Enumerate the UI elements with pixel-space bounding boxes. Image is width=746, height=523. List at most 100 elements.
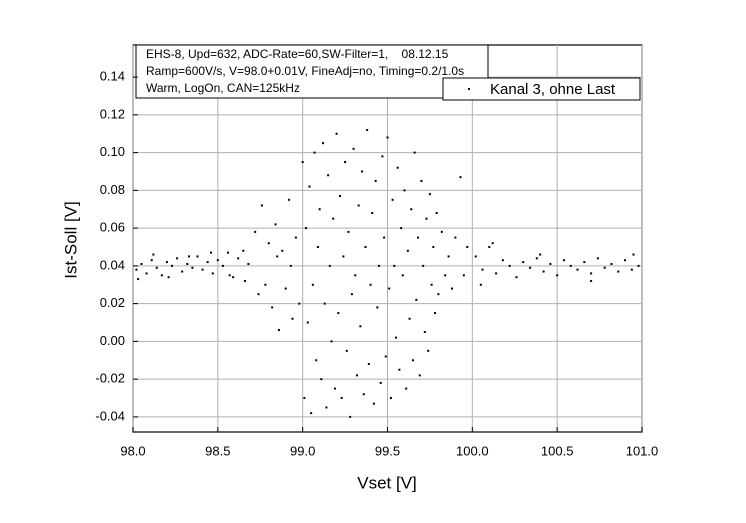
point bbox=[423, 330, 426, 333]
point bbox=[294, 236, 297, 239]
point bbox=[374, 179, 377, 182]
point bbox=[242, 249, 245, 252]
point bbox=[430, 283, 433, 286]
legend-box bbox=[442, 77, 641, 101]
point bbox=[145, 272, 148, 275]
point bbox=[315, 359, 318, 362]
point bbox=[289, 264, 292, 267]
point bbox=[201, 268, 204, 271]
point bbox=[306, 321, 309, 324]
point bbox=[379, 381, 382, 384]
point bbox=[267, 242, 270, 245]
point bbox=[340, 397, 343, 400]
point bbox=[450, 287, 453, 290]
point bbox=[394, 336, 397, 339]
point bbox=[371, 212, 374, 215]
point bbox=[376, 306, 379, 309]
point bbox=[186, 262, 189, 265]
x-tick-label: 99.0 bbox=[290, 443, 315, 458]
x-tick-label: 99.5 bbox=[375, 443, 400, 458]
point bbox=[327, 174, 330, 177]
point bbox=[254, 230, 257, 233]
y-axis-title: Ist-Soll [V] bbox=[61, 201, 80, 278]
point bbox=[318, 208, 321, 211]
point bbox=[160, 274, 163, 277]
x-tick-label: 100.0 bbox=[456, 443, 489, 458]
point bbox=[401, 274, 404, 277]
point bbox=[630, 268, 633, 271]
point bbox=[322, 142, 325, 145]
grid bbox=[132, 45, 643, 432]
point bbox=[298, 302, 301, 305]
point bbox=[206, 261, 209, 264]
point bbox=[277, 329, 280, 332]
point bbox=[479, 283, 482, 286]
point bbox=[454, 236, 457, 239]
point bbox=[211, 272, 214, 275]
point bbox=[284, 287, 287, 290]
point bbox=[515, 276, 518, 279]
point bbox=[227, 251, 230, 254]
point bbox=[393, 264, 396, 267]
point bbox=[303, 397, 306, 400]
point bbox=[435, 212, 438, 215]
point bbox=[381, 155, 384, 158]
point bbox=[323, 302, 326, 305]
point bbox=[333, 387, 336, 390]
point bbox=[542, 270, 545, 273]
point bbox=[562, 259, 565, 262]
points bbox=[135, 128, 640, 418]
y-tick-label: 0.12 bbox=[100, 106, 125, 121]
point bbox=[501, 259, 504, 262]
point bbox=[508, 264, 511, 267]
x-tick-label: 101.0 bbox=[626, 443, 659, 458]
point bbox=[369, 283, 372, 286]
point bbox=[459, 176, 462, 179]
point bbox=[396, 166, 399, 169]
point bbox=[247, 262, 250, 265]
point bbox=[187, 255, 190, 258]
point bbox=[367, 363, 370, 366]
point bbox=[150, 259, 153, 262]
point bbox=[495, 272, 498, 275]
point bbox=[462, 274, 465, 277]
point bbox=[417, 236, 420, 239]
point bbox=[413, 151, 416, 154]
point bbox=[481, 268, 484, 271]
point bbox=[352, 147, 355, 150]
point bbox=[624, 259, 627, 262]
point bbox=[391, 198, 394, 201]
point bbox=[216, 259, 219, 262]
point bbox=[320, 378, 323, 381]
point bbox=[437, 293, 440, 296]
point bbox=[637, 264, 640, 267]
point bbox=[171, 264, 174, 267]
point bbox=[590, 272, 593, 275]
legend-label: Kanal 3, ohne Last bbox=[490, 81, 616, 98]
annotation-line: EHS-8, Upd=632, ADC-Rate=60,SW-Filter=1,… bbox=[146, 47, 449, 61]
point bbox=[237, 257, 240, 260]
point bbox=[403, 189, 406, 192]
point bbox=[271, 306, 274, 309]
point bbox=[576, 268, 579, 271]
point bbox=[398, 368, 401, 371]
point bbox=[590, 279, 593, 282]
y-tick-label: 0.08 bbox=[100, 182, 125, 197]
point bbox=[428, 193, 431, 196]
point bbox=[425, 217, 428, 220]
annotation-line: Warm, LogOn, CAN=125kHz bbox=[146, 81, 300, 95]
point bbox=[342, 255, 345, 258]
point bbox=[176, 257, 179, 260]
point bbox=[210, 251, 213, 254]
point bbox=[583, 261, 586, 264]
point bbox=[316, 245, 319, 248]
point bbox=[596, 257, 599, 260]
point bbox=[140, 262, 143, 265]
point bbox=[349, 415, 352, 418]
point bbox=[305, 227, 308, 230]
point bbox=[355, 374, 358, 377]
point bbox=[196, 255, 199, 258]
point bbox=[335, 132, 338, 135]
y-tick-label: 0.10 bbox=[100, 144, 125, 159]
